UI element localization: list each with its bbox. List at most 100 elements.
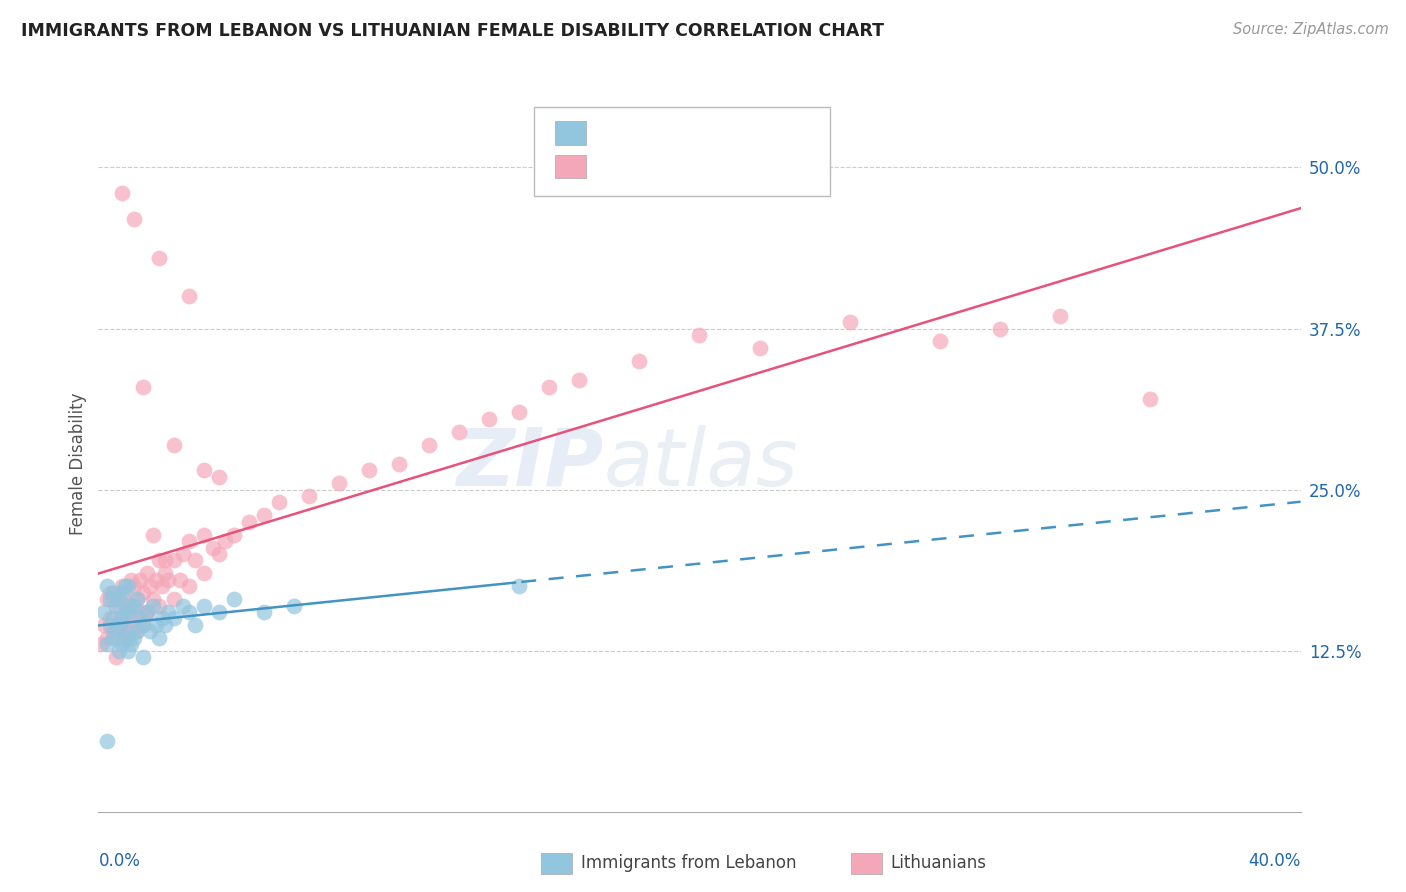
- Point: [111, 611, 134, 625]
- Text: Immigrants from Lebanon: Immigrants from Lebanon: [581, 855, 796, 872]
- Point: [108, 618, 131, 632]
- Point: [132, 379, 155, 393]
- Point: [132, 618, 155, 632]
- Point: [103, 611, 125, 625]
- Point: [93, 605, 115, 619]
- Point: [117, 631, 139, 645]
- Point: [138, 624, 160, 639]
- Point: [177, 289, 200, 303]
- Point: [628, 353, 651, 368]
- Text: Source: ZipAtlas.com: Source: ZipAtlas.com: [1233, 22, 1389, 37]
- Point: [124, 212, 146, 227]
- Point: [162, 437, 184, 451]
- Point: [135, 566, 157, 581]
- Text: N =: N =: [699, 124, 747, 142]
- Point: [114, 631, 136, 645]
- Point: [103, 631, 125, 645]
- Point: [156, 573, 179, 587]
- Point: [508, 579, 530, 593]
- Point: [100, 592, 122, 607]
- Text: ZIP: ZIP: [456, 425, 603, 503]
- Point: [141, 599, 163, 613]
- Point: [90, 637, 112, 651]
- Point: [127, 592, 149, 607]
- Point: [124, 611, 146, 625]
- Point: [177, 605, 200, 619]
- Point: [114, 579, 136, 593]
- Point: [688, 328, 710, 343]
- Point: [105, 624, 128, 639]
- Point: [145, 573, 167, 587]
- Point: [538, 379, 561, 393]
- Point: [124, 599, 146, 613]
- Point: [100, 585, 122, 599]
- Point: [238, 515, 260, 529]
- Point: [111, 186, 134, 201]
- Point: [132, 650, 155, 665]
- Point: [162, 553, 184, 567]
- Point: [169, 573, 191, 587]
- Text: Lithuanians: Lithuanians: [890, 855, 986, 872]
- Point: [103, 592, 125, 607]
- Point: [838, 315, 860, 329]
- Point: [183, 553, 205, 567]
- Point: [111, 579, 134, 593]
- Point: [153, 618, 176, 632]
- Point: [208, 605, 231, 619]
- Point: [103, 624, 125, 639]
- Point: [93, 618, 115, 632]
- Text: R =: R =: [598, 124, 634, 142]
- Point: [478, 411, 501, 425]
- Point: [121, 618, 143, 632]
- Text: R =: R =: [598, 158, 634, 176]
- Point: [418, 437, 440, 451]
- Point: [121, 599, 143, 613]
- Point: [193, 463, 215, 477]
- Point: [183, 618, 205, 632]
- Point: [201, 541, 224, 555]
- Point: [127, 624, 149, 639]
- Point: [105, 585, 128, 599]
- Point: [108, 631, 131, 645]
- Point: [1139, 392, 1161, 407]
- Point: [148, 251, 170, 265]
- Point: [162, 592, 184, 607]
- Point: [105, 650, 128, 665]
- Text: N =: N =: [699, 158, 747, 176]
- Point: [1049, 309, 1071, 323]
- Point: [111, 585, 134, 599]
- Point: [253, 508, 276, 523]
- Text: atlas: atlas: [603, 425, 799, 503]
- Point: [929, 334, 952, 349]
- Point: [148, 553, 170, 567]
- Point: [124, 631, 146, 645]
- Point: [298, 489, 321, 503]
- Point: [96, 734, 118, 748]
- Point: [193, 599, 215, 613]
- Point: [172, 599, 194, 613]
- Point: [111, 611, 134, 625]
- Point: [214, 534, 236, 549]
- Point: [117, 599, 139, 613]
- Point: [148, 631, 170, 645]
- Text: 51: 51: [749, 124, 772, 142]
- Point: [172, 547, 194, 561]
- Point: [127, 624, 149, 639]
- Point: [177, 579, 200, 593]
- Point: [135, 605, 157, 619]
- Point: [114, 605, 136, 619]
- Point: [117, 624, 139, 639]
- Point: [357, 463, 380, 477]
- Point: [117, 579, 139, 593]
- Point: [114, 592, 136, 607]
- Point: [127, 592, 149, 607]
- Point: [121, 573, 143, 587]
- Point: [328, 476, 350, 491]
- Point: [96, 592, 118, 607]
- Point: [105, 618, 128, 632]
- Point: [150, 611, 173, 625]
- Point: [253, 605, 276, 619]
- Point: [162, 611, 184, 625]
- Point: [267, 495, 290, 509]
- Point: [96, 631, 118, 645]
